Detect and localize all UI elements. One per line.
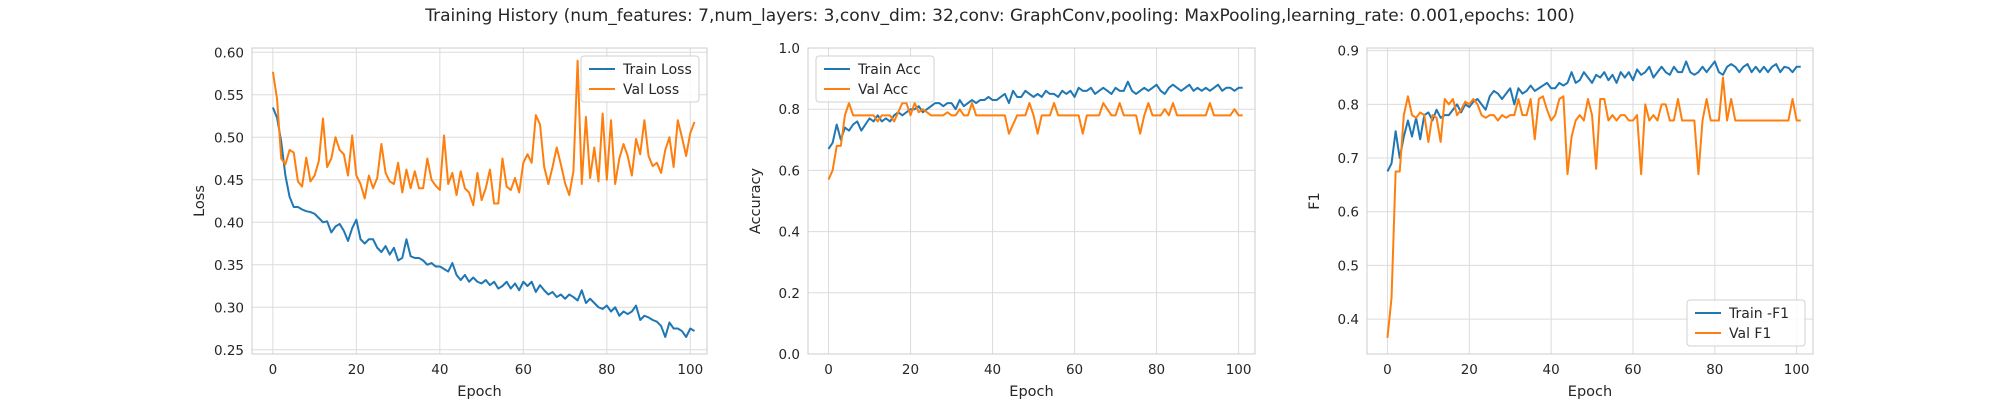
y-tick-label: 0.45 [214, 173, 244, 189]
axes-frame [1366, 47, 1814, 355]
legend-box [815, 55, 935, 103]
series-line-val [1386, 76, 1801, 338]
x-tick-label: 100 [1226, 362, 1252, 378]
y-tick-label: 0.25 [214, 343, 244, 359]
x-tick-label: 40 [984, 362, 1001, 378]
x-tick-label: 20 [1461, 362, 1478, 378]
y-tick-label: 0.5 [1338, 258, 1359, 274]
legend-entry: Val F1 [1729, 326, 1771, 342]
series-line-train [271, 107, 696, 338]
x-tick-label: 0 [824, 362, 833, 378]
axes-frame [251, 47, 708, 355]
series-line-train [1386, 60, 1801, 172]
x-tick-label: 60 [1066, 362, 1083, 378]
x-tick-label: 80 [1706, 362, 1723, 378]
series-line-val [271, 59, 696, 207]
y-tick-label: 0.4 [779, 225, 800, 241]
y-tick-label: 0.4 [1338, 312, 1359, 328]
y-tick-label: 0.60 [214, 45, 244, 61]
y-tick-label: 0.8 [1338, 97, 1359, 113]
y-tick-label: 0.40 [214, 215, 244, 231]
y-tick-label: 0.9 [1338, 44, 1359, 60]
legend: Train -F1 Val F1 [1686, 299, 1806, 347]
y-tick-label: 0.0 [779, 347, 800, 363]
y-axis-label: F1 [1307, 192, 1323, 210]
y-tick-label: 0.30 [214, 300, 244, 316]
y-tick-label: 1.0 [779, 41, 800, 57]
x-axis-label: Epoch [1568, 384, 1612, 400]
x-tick-label: 40 [431, 362, 448, 378]
x-tick-label: 60 [515, 362, 532, 378]
legend-entry: Train Loss [622, 62, 692, 78]
legend: Train Loss Val Loss [580, 55, 700, 103]
x-axis-label: Epoch [457, 384, 501, 400]
y-axis-label: Loss [192, 185, 208, 217]
y-tick-label: 0.55 [214, 88, 244, 104]
x-tick-label: 0 [269, 362, 278, 378]
y-tick-label: 0.7 [1338, 151, 1359, 167]
x-tick-label: 40 [1543, 362, 1560, 378]
x-tick-label: 80 [598, 362, 615, 378]
axes-frame [807, 47, 1256, 355]
y-tick-label: 0.6 [1338, 205, 1359, 221]
x-tick-label: 60 [1624, 362, 1641, 378]
x-tick-label: 100 [1784, 362, 1810, 378]
legend-entry: Train Acc [857, 62, 921, 78]
figure-title: Training History (num_features: 7,num_la… [424, 6, 1575, 26]
x-tick-label: 20 [348, 362, 365, 378]
legend-entry: Train -F1 [1728, 306, 1789, 322]
y-axis-label: Accuracy [748, 167, 764, 234]
legend-box [580, 55, 700, 103]
legend-box [1686, 299, 1806, 347]
x-tick-label: 20 [902, 362, 919, 378]
x-tick-label: 100 [677, 362, 703, 378]
legend: Train Acc Val Acc [815, 55, 935, 103]
x-tick-label: 0 [1383, 362, 1392, 378]
y-tick-label: 0.6 [779, 163, 800, 179]
y-tick-label: 0.50 [214, 130, 244, 146]
legend-entry: Val Loss [623, 82, 679, 98]
x-axis-label: Epoch [1009, 384, 1053, 400]
accuracy-chart: 0 20 40 60 80 100 0.0 0.2 0.4 0.6 0.8 1.0 Epoch Accur… [748, 41, 1256, 400]
y-tick-label: 0.2 [779, 286, 800, 302]
y-tick-label: 0.8 [779, 102, 800, 118]
loss-chart: 0 20 40 60 80 100 0.25 0.30 0.35 0.40 0.45 0.50 0.55… [192, 45, 708, 400]
legend-entry: Val Acc [858, 82, 908, 98]
x-tick-label: 80 [1148, 362, 1165, 378]
y-tick-label: 0.35 [214, 258, 244, 274]
f1-chart: 0 20 40 60 80 100 0.4 0.5 0.6 0.7 0.8 0.9 Epoch F1 Tra… [1307, 44, 1814, 400]
series-line-val [827, 102, 1243, 180]
